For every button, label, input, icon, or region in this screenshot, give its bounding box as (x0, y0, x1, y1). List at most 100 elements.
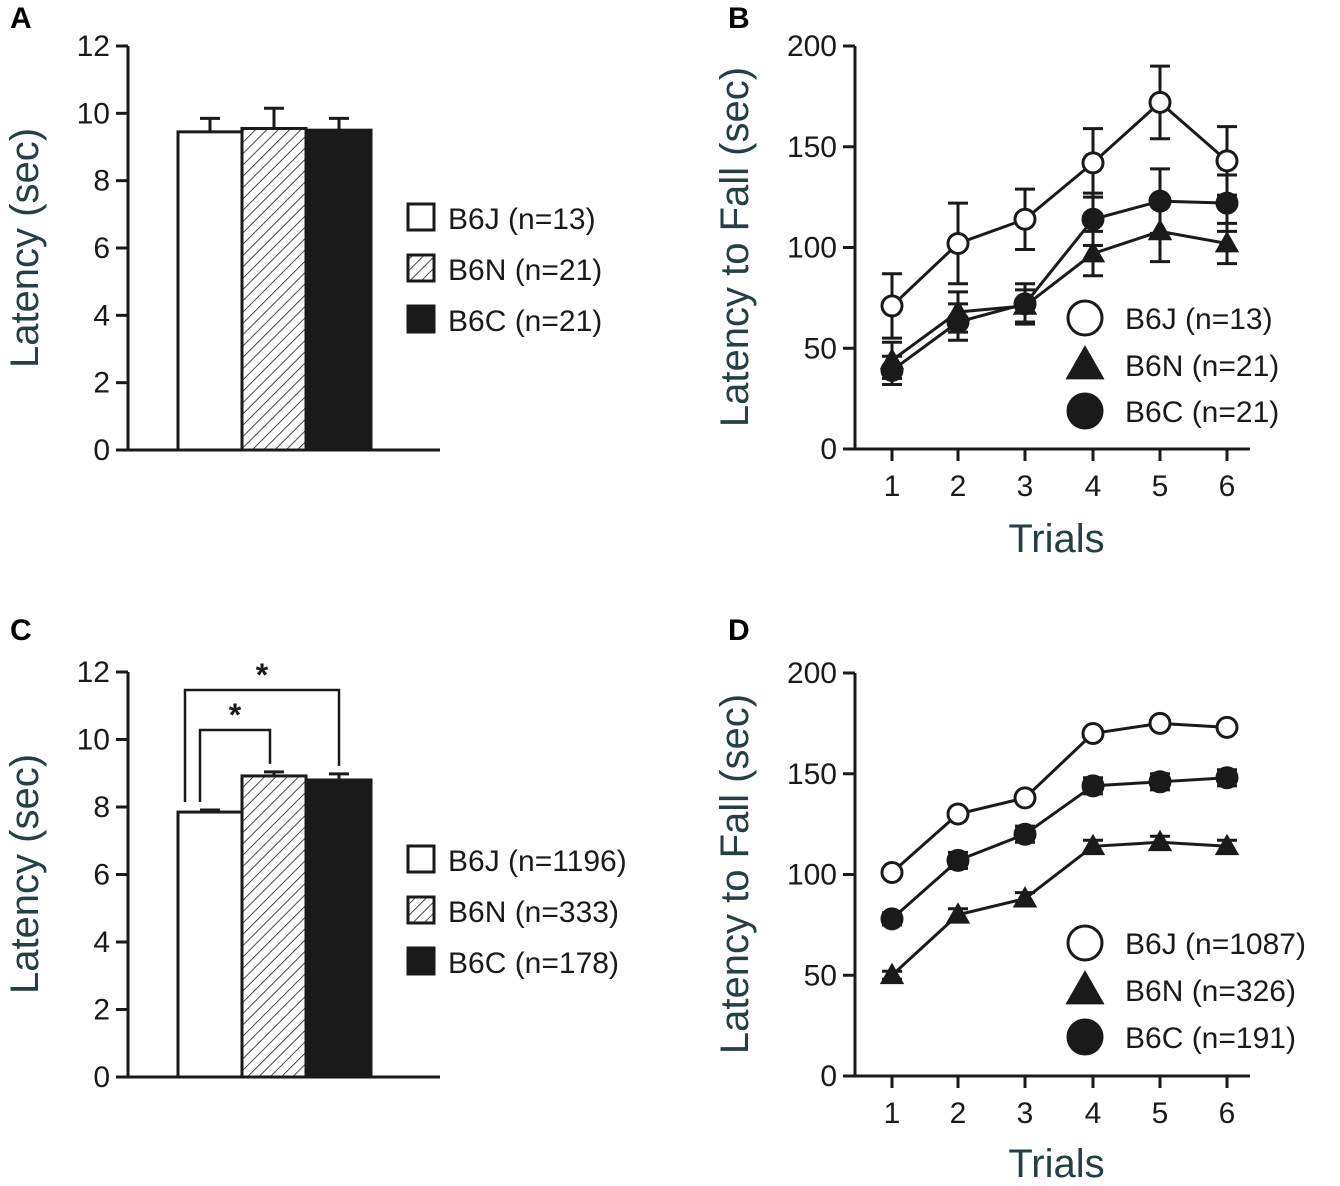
panel-d-point-triangle (1147, 829, 1173, 852)
panel-d-legend-marker-filled-circle (1066, 1018, 1104, 1056)
panel-d-point-open-circle (1148, 711, 1172, 735)
panel-d-x-tick-label: 2 (950, 1097, 967, 1130)
panel-d-point-triangle (945, 902, 971, 924)
panel-d-point-open-circle (1081, 721, 1105, 745)
panel-a-y-tick-label: 8 (93, 165, 110, 198)
panel-b-legend-marker-triangle (1065, 345, 1105, 380)
panel-d-x-tick-label: 3 (1017, 1097, 1034, 1130)
panel-c-y-tick-label: 8 (93, 791, 110, 824)
panel-label-b: B (728, 2, 750, 35)
panel-a-y-tick-label: 10 (77, 97, 110, 130)
panel-d-point-triangle (1080, 833, 1106, 856)
panel-c-bar-b6c (305, 778, 373, 1079)
panel-d-legend-label: B6J (n=1087) (1125, 928, 1306, 961)
panel-b-legend-marker-filled-circle (1066, 392, 1104, 430)
panel-d-point-triangle (1012, 886, 1038, 908)
panel-c-significance-star: * (256, 657, 269, 693)
panel-d-point-triangle (879, 962, 905, 985)
panel-b-point-filled-circle (946, 310, 970, 334)
panel-b-legend-marker-open-circle (1066, 299, 1104, 337)
panel-d-point-triangle (1214, 833, 1240, 856)
panel-b-point-filled-circle (1148, 189, 1172, 213)
panel-d-legend-label: B6C (n=191) (1125, 1022, 1296, 1055)
panel-a-y-tick-label: 4 (93, 299, 110, 332)
panel-d-x-axis-title: Trials (1008, 1142, 1104, 1186)
panel-c-y-tick-label: 0 (93, 1061, 110, 1094)
panel-c-y-axis-title: Latency (sec) (3, 754, 47, 994)
panel-b-legend-label: B6C (n=21) (1125, 396, 1279, 429)
panel-d-point-open-circle (1013, 786, 1037, 810)
panel-label-a: A (10, 2, 32, 35)
panel-b-legend-label: B6J (n=13) (1125, 303, 1273, 336)
panel-a-y-tick-label: 2 (93, 367, 110, 400)
panel-a-y-tick-label: 12 (77, 30, 110, 63)
panel-d-y-tick-label: 200 (787, 657, 837, 690)
panel-b-y-tick-label: 150 (787, 131, 837, 164)
panel-c-y-tick-label: 2 (93, 994, 110, 1027)
panel-a-bar-b6j (176, 130, 244, 452)
panel-a-legend-swatch (406, 253, 436, 283)
panel-a-y-tick-label: 0 (93, 434, 110, 467)
panel-d-point-open-circle (1215, 715, 1239, 739)
panel-d-y-tick-label: 50 (804, 959, 837, 992)
panel-b-x-axis-title: Trials (1008, 517, 1104, 561)
panel-c-y-tick-label: 6 (93, 859, 110, 892)
panel-a-legend-swatch (406, 304, 436, 334)
panel-b-y-tick-label: 50 (804, 332, 837, 365)
panel-c-significance-bracket (183, 688, 341, 803)
panel-b-point-open-circle (880, 294, 904, 318)
panel-a-legend-swatch (406, 202, 436, 232)
panel-d-point-filled-circle (880, 907, 904, 931)
panel-d-point-filled-circle (1013, 822, 1037, 846)
panel-c-legend-swatch (406, 895, 436, 925)
panel-b-point-triangle (1214, 230, 1240, 253)
panel-b-x-tick-label: 5 (1152, 470, 1169, 503)
panel-b-y-tick-label: 100 (787, 232, 837, 265)
panel-b-x-tick-label: 2 (950, 470, 967, 503)
panel-c-y-tick-label: 10 (77, 724, 110, 757)
panel-label-d: D (728, 614, 750, 647)
panel-d-point-filled-circle (1215, 766, 1239, 790)
panel-b-point-filled-circle (880, 358, 904, 382)
panel-d-legend-marker-open-circle (1066, 924, 1104, 962)
panel-b-y-axis-title: Latency to Fall (sec) (713, 67, 757, 427)
panel-b-point-filled-circle (1081, 207, 1105, 231)
panel-b-x-tick-label: 1 (884, 470, 901, 503)
panel-a-y-tick-label: 6 (93, 232, 110, 265)
panel-c-legend-label: B6J (n=1196) (448, 845, 627, 878)
panel-b-point-filled-circle (1215, 191, 1239, 215)
panel-b-point-open-circle (1081, 151, 1105, 175)
panel-a-legend-label: B6J (n=13) (448, 203, 596, 236)
panel-b-point-open-circle (1148, 90, 1172, 114)
panel-d-y-tick-label: 150 (787, 758, 837, 791)
panel-b-y-tick-label: 200 (787, 30, 837, 63)
panel-c-significance-bracket (198, 728, 272, 803)
panel-d-x-tick-label: 5 (1152, 1097, 1169, 1130)
panel-d-x-tick-label: 4 (1085, 1097, 1102, 1130)
panel-d-x-tick-label: 1 (884, 1097, 901, 1130)
panel-a-bar-b6n (240, 126, 308, 452)
panel-b-point-triangle (1147, 218, 1173, 241)
panel-c-legend-swatch (406, 946, 436, 976)
panel-c-legend-label: B6C (n=178) (448, 947, 619, 980)
panel-b-x-tick-label: 6 (1219, 470, 1236, 503)
panel-b-point-open-circle (946, 231, 970, 255)
panel-b-series-line-open-circle (890, 100, 1228, 308)
panel-d-y-axis-title: Latency to Fall (sec) (713, 694, 757, 1054)
panel-d-legend-label: B6N (n=326) (1125, 975, 1296, 1008)
panel-d-y-tick-label: 100 (787, 859, 837, 892)
panel-b-point-filled-circle (1013, 292, 1037, 316)
panel-a-legend-label: B6C (n=21) (448, 305, 602, 338)
panel-b-x-tick-label: 4 (1085, 470, 1102, 503)
panel-d-point-open-circle (946, 802, 970, 826)
panel-d-point-open-circle (880, 860, 904, 884)
panel-b-x-tick-label: 3 (1017, 470, 1034, 503)
panel-c-bar-b6n (240, 774, 308, 1079)
panel-d-series-line-filled-circle (891, 776, 1228, 920)
panel-b-y-tick-label: 0 (820, 433, 837, 466)
panel-c-y-tick-label: 12 (77, 656, 110, 689)
panel-d-point-filled-circle (1148, 770, 1172, 794)
panel-b-series-line-triangle (891, 229, 1228, 362)
panel-b-point-open-circle (1215, 149, 1239, 173)
